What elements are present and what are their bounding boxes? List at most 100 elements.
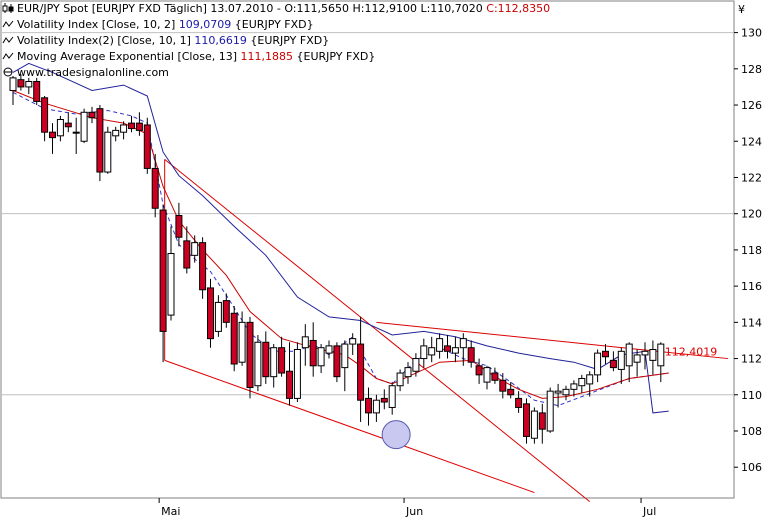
candle: [135, 112, 143, 136]
candle: [483, 365, 491, 390]
candle-body-down: [499, 379, 507, 392]
candle-body-up: [270, 347, 278, 378]
x-axis: Mai Jun Jul: [158, 498, 656, 518]
candle: [333, 342, 341, 383]
candle-body-down: [444, 345, 451, 352]
candle: [396, 369, 404, 392]
candle: [546, 387, 554, 433]
candle-body-icon: [2, 5, 8, 12]
candle: [341, 340, 349, 392]
y-tick-label: 114: [741, 316, 762, 329]
candle-body-down: [96, 108, 104, 173]
candle: [412, 353, 420, 377]
candle: [254, 335, 262, 392]
candle-body-up: [412, 358, 420, 372]
legend-label: Moving Average Exponential [Close, 13]: [17, 50, 241, 63]
candle-body-up: [546, 390, 554, 432]
y-tick-label: 106: [741, 461, 762, 474]
candle: [151, 153, 159, 218]
candle: [64, 112, 72, 133]
candle: [120, 121, 128, 140]
y-axis: 130 128 126 124 122 120 118 116 114 112 110 108 106: [734, 27, 762, 474]
candle-body-down: [159, 209, 167, 332]
candle-body-down: [365, 397, 372, 414]
candle: [491, 367, 499, 384]
candle-body-up: [483, 367, 491, 383]
candle: [191, 235, 199, 263]
candle: [309, 322, 317, 377]
candle: [230, 306, 238, 372]
candle: [554, 383, 562, 408]
legend-label: Volatility Index [Close, 10, 2]: [17, 18, 179, 31]
candle-body-up: [349, 338, 357, 345]
candle: [270, 344, 278, 388]
candle: [159, 204, 167, 363]
legend-label: EUR/JPY Spot [EURJPY FXD Täglich] 13.07.…: [17, 2, 486, 15]
volatility-index-line: [12, 62, 669, 414]
candle-body-down: [49, 131, 56, 139]
candle-body-down: [333, 345, 341, 378]
candle: [372, 394, 380, 422]
y-tick-label: 130: [741, 27, 762, 40]
legend-value: 109,0709: [179, 18, 232, 31]
candle-body-up: [404, 367, 412, 378]
candle: [586, 371, 594, 397]
candle-body-up: [633, 354, 641, 363]
candle-body-up: [104, 131, 112, 173]
candle-body-down: [609, 359, 617, 369]
candle-body-up: [436, 338, 444, 352]
last-price-text: 112,4019: [665, 345, 718, 358]
x-tick-label: Jun: [405, 505, 423, 518]
candle: [451, 336, 459, 363]
y-tick-label: 108: [741, 425, 762, 438]
candle-body-up: [112, 129, 120, 137]
x-tick-label: Mai: [161, 505, 180, 518]
candle-body-up: [317, 347, 325, 367]
candle: [609, 351, 617, 372]
y-tick-label: 110: [741, 389, 762, 402]
candle-body-down: [64, 122, 72, 128]
candle: [380, 389, 388, 410]
trendline: [376, 321, 729, 360]
candle: [286, 342, 293, 406]
candle: [72, 117, 80, 154]
candle-body-up: [72, 131, 80, 134]
candle-body-down: [207, 287, 214, 340]
candle: [278, 336, 286, 377]
y-tick-label: 128: [741, 63, 762, 76]
candle: [238, 311, 246, 366]
y-tick-label: 116: [741, 280, 762, 293]
candle: [183, 226, 191, 274]
line-series-icon: [2, 20, 14, 28]
candle: [357, 316, 365, 422]
candle: [56, 115, 64, 142]
candle: [199, 237, 207, 299]
candle-body-up: [649, 349, 657, 361]
candle: [404, 362, 412, 384]
candle: [33, 77, 41, 106]
legend-suffix: {EURJPY FXD}: [231, 18, 313, 31]
candle-body-up: [9, 77, 17, 92]
candle: [25, 77, 33, 95]
candle-body-down: [507, 388, 515, 396]
candle: [428, 336, 436, 363]
candle-body-down: [183, 240, 191, 269]
candle-body-up: [80, 111, 88, 142]
candle: [128, 115, 135, 133]
candle-body-down: [33, 80, 41, 102]
candle-body-up: [372, 399, 380, 414]
candle-body-down: [143, 124, 151, 169]
candle-body-up: [530, 410, 538, 439]
candle: [96, 105, 104, 182]
candle-body-up: [325, 345, 333, 354]
candle-body-up: [167, 253, 175, 316]
candle-body-up: [428, 347, 436, 356]
candle-body-down: [538, 412, 546, 430]
candle: [293, 342, 301, 403]
legend-line: Volatility Index(2) [Close, 10, 1] 110,6…: [17, 34, 329, 47]
candle-body-down: [475, 365, 483, 376]
candle-body-up: [420, 345, 428, 360]
candle: [175, 202, 183, 247]
